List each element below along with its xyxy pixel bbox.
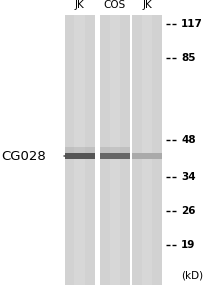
Text: (kD): (kD) xyxy=(180,271,202,281)
Bar xyxy=(129,15,131,285)
Text: 48: 48 xyxy=(180,135,195,145)
Bar xyxy=(74,15,84,285)
Bar xyxy=(99,153,129,159)
Text: 19: 19 xyxy=(180,240,194,250)
Text: 117: 117 xyxy=(180,19,202,29)
Bar xyxy=(96,15,98,285)
Bar xyxy=(109,15,119,285)
Bar xyxy=(131,153,161,159)
Text: COS: COS xyxy=(103,1,125,10)
Bar xyxy=(99,15,129,285)
Bar xyxy=(141,15,151,285)
Bar xyxy=(64,15,94,285)
Text: 85: 85 xyxy=(180,52,195,63)
Bar xyxy=(131,15,161,285)
Bar xyxy=(99,147,129,153)
Bar xyxy=(64,147,94,153)
Text: 26: 26 xyxy=(180,206,195,216)
Text: JK: JK xyxy=(141,1,151,10)
Text: CG028: CG028 xyxy=(1,150,46,163)
Text: 34: 34 xyxy=(180,172,195,182)
Bar xyxy=(64,153,94,159)
Text: JK: JK xyxy=(74,1,84,10)
